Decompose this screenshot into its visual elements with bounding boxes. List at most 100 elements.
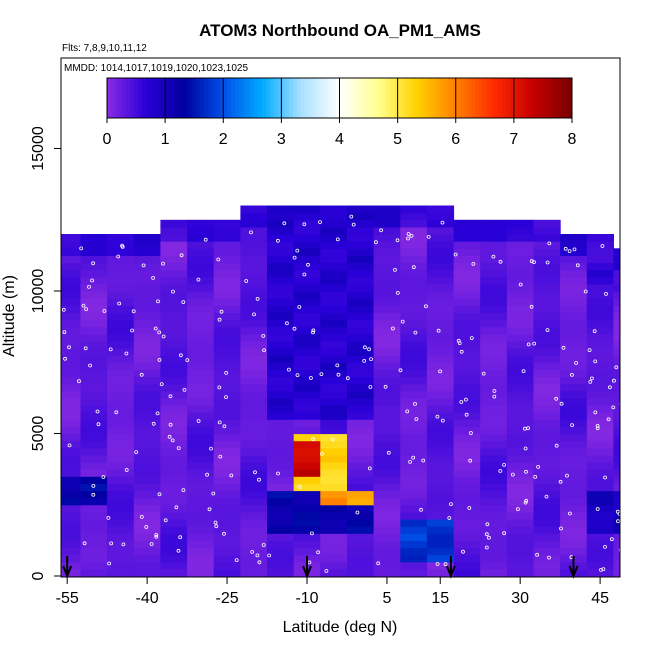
heatmap-cell [586, 376, 614, 385]
heatmap-cell [453, 369, 481, 378]
heatmap-cell [107, 476, 135, 484]
colorbar-segment [467, 78, 472, 118]
heatmap-cell [453, 355, 481, 363]
sample-point [414, 417, 419, 422]
colorbar-segment [486, 78, 492, 118]
heatmap-cell [560, 326, 588, 335]
heatmap-cell [133, 454, 161, 463]
heatmap-cell [160, 255, 188, 264]
colorbar-segment [541, 78, 546, 118]
heatmap-cell [586, 462, 614, 470]
heatmap-cell [533, 419, 561, 427]
heatmap-cell [107, 348, 135, 356]
colorbar-segment [118, 78, 124, 118]
sample-point [32, 381, 36, 385]
heatmap-cell [426, 462, 455, 470]
heatmap-cell [213, 333, 241, 342]
heatmap-cell [506, 469, 535, 477]
heatmap-cell [560, 511, 588, 520]
heatmap-cell [267, 540, 295, 549]
heatmap-cell [453, 447, 481, 456]
sample-point [161, 261, 165, 266]
heatmap-cell [240, 262, 268, 271]
heatmap-cell [320, 340, 348, 349]
heatmap-cell [533, 390, 561, 399]
sample-point [116, 254, 121, 259]
heatmap-cell [107, 255, 135, 264]
heatmap-cell [560, 298, 588, 306]
heatmap-cell [347, 462, 375, 470]
colorbar-segment [165, 78, 170, 118]
heatmap-cell [240, 205, 268, 214]
heatmap-cell [613, 519, 620, 527]
heatmap-cell [347, 519, 375, 527]
colorbar-segment [250, 78, 255, 118]
heatmap-cell [320, 547, 348, 556]
sample-point [84, 307, 88, 312]
heatmap-cell [213, 262, 241, 271]
heatmap-cell [506, 269, 535, 278]
sample-point [106, 516, 111, 520]
sample-point [311, 328, 316, 333]
heatmap-cell [320, 397, 348, 406]
sample-point [139, 372, 144, 377]
colorbar-segment [533, 78, 538, 118]
heatmap-cell [586, 397, 614, 406]
heatmap-cell [613, 554, 620, 563]
heatmap-cell [506, 291, 535, 299]
heatmap-cell [373, 298, 401, 306]
heatmap-cell [267, 383, 295, 392]
sample-point [10, 426, 15, 431]
heatmap-cell [480, 454, 508, 463]
heatmap-cell [160, 397, 188, 406]
heatmap-cell [453, 504, 481, 513]
heatmap-cell [320, 319, 348, 328]
heatmap-cell [373, 255, 401, 264]
heatmap-cell [133, 305, 161, 313]
sample-point [636, 512, 641, 517]
heatmap-cell [506, 333, 535, 342]
heatmap-cell [613, 312, 620, 321]
y-tick-label: 15000 [30, 126, 47, 171]
heatmap-cell [560, 405, 588, 413]
heatmap-cell [61, 390, 82, 399]
heatmap-cell [293, 348, 321, 356]
heatmap-cell [160, 362, 188, 370]
sample-point [583, 289, 588, 294]
heatmap-cell [533, 447, 561, 456]
heatmap-cell [480, 511, 508, 520]
heatmap-cell [187, 226, 215, 235]
sample-point [369, 357, 373, 362]
heatmap-cell [400, 433, 428, 442]
heatmap-cell [61, 369, 82, 378]
heatmap-cell [107, 426, 135, 435]
heatmap-cell [267, 376, 295, 385]
sample-point [222, 424, 227, 429]
heatmap-cell [293, 440, 321, 449]
heatmap-cell [267, 426, 295, 435]
heatmap-cell [506, 540, 535, 549]
heatmap-cell [320, 469, 348, 477]
sample-point [156, 299, 160, 304]
heatmap-cell [1, 505, 28, 513]
heatmap-cell [480, 291, 508, 299]
heatmap-cell [347, 333, 375, 342]
heatmap-cell [347, 276, 375, 285]
sample-point [529, 259, 534, 264]
heatmap-cell [80, 540, 108, 549]
heatmap-cell [506, 312, 535, 321]
heatmap-cell [293, 255, 321, 264]
heatmap-cell [400, 248, 428, 256]
heatmap-cell [426, 397, 455, 406]
heatmap-cell [213, 397, 241, 406]
heatmap-cell [213, 326, 241, 335]
colorbar-segment [537, 78, 542, 118]
heatmap-cell [107, 283, 135, 292]
heatmap-cell [107, 262, 135, 271]
heatmap-cell [586, 312, 614, 321]
heatmap-cell [506, 326, 535, 335]
heatmap-cell [1, 483, 28, 491]
heatmap-cell [187, 412, 215, 420]
heatmap-cell [240, 462, 268, 470]
heatmap-cell [107, 383, 135, 392]
